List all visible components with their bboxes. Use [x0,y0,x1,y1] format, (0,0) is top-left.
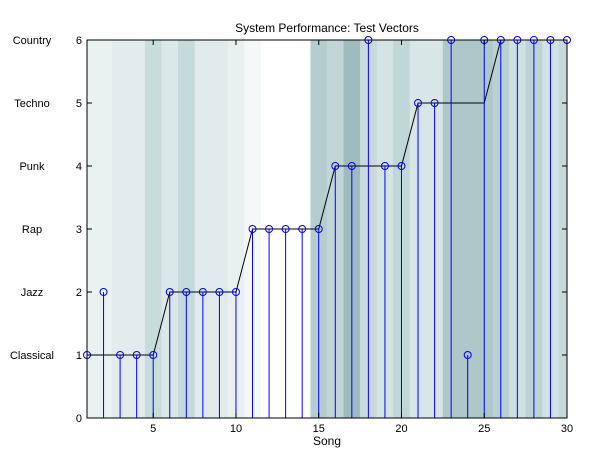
shading-band-3 [144,40,162,418]
shading-band-5 [178,40,196,418]
stem-marker-4 [132,351,141,359]
genre-label-techno: Techno [14,98,49,110]
stem-marker-21 [414,99,423,107]
genre-label-punk: Punk [19,161,45,173]
chart-title: System Performance: Test Vectors [235,21,419,35]
stem-marker-16 [331,162,340,170]
stem-marker-7 [182,288,191,296]
x-tick-label-30: 30 [561,423,573,435]
y-tick-label-3: 3 [76,224,82,236]
stem-marker-8 [198,288,207,296]
x-axis-label: Song [313,434,341,448]
genre-label-classical: Classical [10,350,54,362]
stem-marker-24 [463,351,472,359]
y-tick-label-0: 0 [76,413,82,425]
y-tick-label-4: 4 [76,161,82,173]
y-tick-label-1: 1 [76,350,82,362]
y-tick-label-5: 5 [76,98,82,110]
stem-marker-2 [99,288,108,296]
stem-marker-6 [165,288,174,296]
genre-label-country: Country [13,35,52,47]
x-axis-ticks: 5 10 15 20 25 30 [150,40,573,435]
stem-marker-22 [430,99,439,107]
stem-marker-5 [149,351,158,359]
y-tick-label-6: 6 [76,35,82,47]
stem-marker-9 [215,288,224,296]
true-genre-line [87,39,567,356]
shading-band-7 [227,40,245,418]
x-tick-label-25: 25 [478,423,490,435]
x-tick-label-10: 10 [230,423,242,435]
stem-marker-3 [116,351,125,359]
x-tick-label-15: 15 [313,423,325,435]
stem-marker-15 [314,225,323,233]
x-tick-label-5: 5 [150,423,156,435]
x-tick-label-20: 20 [395,423,407,435]
y-tick-label-2: 2 [76,287,82,299]
shading-band-6 [194,40,229,418]
stem-marker-12 [265,225,274,233]
stem-marker-11 [248,225,257,233]
stem-marker-13 [281,225,290,233]
stem-marker-10 [231,288,240,296]
genre-labels: Classical Jazz Rap Punk Techno Country [10,35,54,362]
stem-marker-14 [298,225,307,233]
stem-marker-20 [397,162,406,170]
true-genre-polyline [87,39,567,356]
genre-label-jazz: Jazz [21,287,44,299]
stem-marker-19 [380,162,389,170]
y-axis-ticks: 0 1 2 3 4 5 6 [76,35,567,425]
stem-marker-17 [347,162,356,170]
background-shading [87,40,568,418]
shading-band-2 [111,40,146,418]
shading-band-16 [409,40,444,418]
shading-band-4 [161,40,179,418]
genre-label-rap: Rap [22,224,42,236]
